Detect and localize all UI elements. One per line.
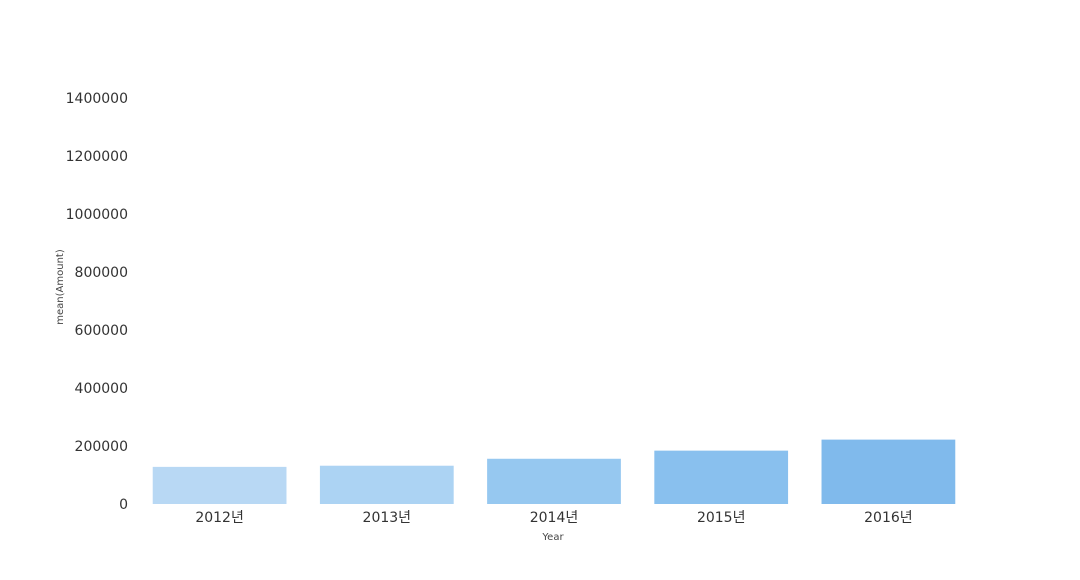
y-axis-title: mean(Amount)	[55, 249, 66, 325]
x-tick-label: 2016년	[864, 510, 913, 526]
bar	[319, 465, 454, 504]
y-axis-ticks: 0 200000 400000 600000 800000 1000000 1200000 1…	[66, 91, 128, 513]
bars-group	[152, 439, 956, 504]
y-tick-label: 800000	[75, 265, 128, 281]
x-axis-ticks: 2012년 2013년 2014년 2015년 2016년	[195, 510, 912, 526]
y-tick-label: 400000	[75, 381, 128, 397]
bar	[654, 450, 789, 504]
x-axis-title: Year	[541, 532, 564, 543]
x-tick-label: 2014년	[530, 510, 579, 526]
x-tick-label: 2013년	[363, 510, 412, 526]
y-tick-label: 1200000	[66, 149, 128, 165]
y-tick-label: 200000	[75, 439, 128, 455]
bar	[152, 466, 287, 504]
y-tick-label: 1000000	[66, 207, 128, 223]
y-tick-label: 0	[119, 497, 128, 513]
y-tick-label: 600000	[75, 323, 128, 339]
x-tick-label: 2015년	[697, 510, 746, 526]
bar	[487, 458, 621, 504]
y-tick-label: 1400000	[66, 91, 128, 107]
x-tick-label: 2012년	[195, 510, 244, 526]
bar	[821, 439, 956, 504]
